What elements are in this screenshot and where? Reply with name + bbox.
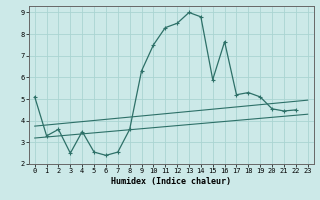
X-axis label: Humidex (Indice chaleur): Humidex (Indice chaleur) (111, 177, 231, 186)
